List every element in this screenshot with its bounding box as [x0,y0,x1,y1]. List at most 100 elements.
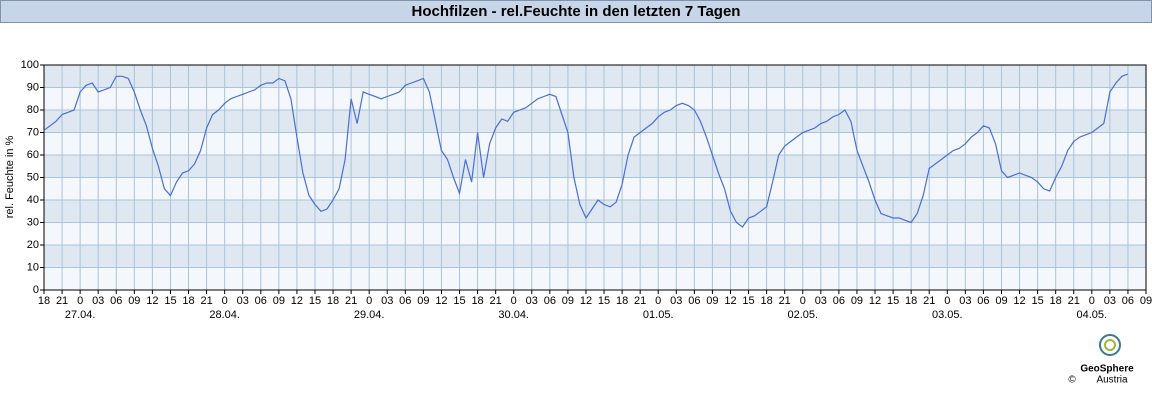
chart-title: Hochfilzen - rel.Feuchte in den letzten … [412,3,741,20]
grid-band [44,177,1146,200]
y-tick-label: 20 [27,239,39,251]
date-label: 04.05. [1077,309,1108,321]
date-label: 28.04. [209,309,240,321]
x-tick-label: 18 [760,295,772,307]
x-tick-label: 03 [815,295,827,307]
x-tick-label: 06 [110,295,122,307]
x-tick-label: 09 [1140,295,1152,307]
x-tick-label: 21 [923,295,935,307]
x-tick-label: 12 [1013,295,1025,307]
x-tick-label: 0 [655,295,661,307]
x-tick-label: 09 [562,295,574,307]
grid-band [44,110,1146,133]
x-tick-label: 03 [1104,295,1116,307]
date-label: 01.05. [643,309,674,321]
x-tick-label: 12 [435,295,447,307]
x-tick-label: 0 [511,295,517,307]
x-tick-label: 18 [1050,295,1062,307]
date-label: 30.04. [498,309,529,321]
x-tick-label: 03 [959,295,971,307]
x-tick-label: 15 [742,295,754,307]
x-tick-label: 06 [544,295,556,307]
logo-sub: Austria [1096,375,1128,386]
x-tick-label: 21 [200,295,212,307]
copyright: © [1068,375,1076,386]
x-tick-label: 21 [490,295,502,307]
x-tick-label: 21 [345,295,357,307]
grid-band [44,245,1146,268]
date-label: 27.04. [65,309,96,321]
y-tick-label: 30 [27,216,39,228]
y-tick-label: 60 [27,149,39,161]
grid-band [44,222,1146,245]
x-tick-label: 09 [851,295,863,307]
x-tick-label: 09 [995,295,1007,307]
x-tick-label: 15 [887,295,899,307]
x-tick-label: 03 [92,295,104,307]
x-tick-label: 03 [237,295,249,307]
x-tick-label: 03 [670,295,682,307]
x-tick-label: 21 [1068,295,1080,307]
x-tick-label: 0 [77,295,83,307]
x-tick-label: 18 [905,295,917,307]
grid-band [44,200,1146,223]
x-tick-label: 15 [1031,295,1043,307]
y-tick-label: 0 [33,284,39,296]
x-tick-label: 15 [453,295,465,307]
x-tick-label: 06 [833,295,845,307]
x-tick-label: 0 [944,295,950,307]
x-tick-label: 12 [291,295,303,307]
logo-text: GeoSphere [1080,364,1134,375]
x-tick-label: 18 [38,295,50,307]
x-tick-label: 12 [580,295,592,307]
x-tick-label: 15 [164,295,176,307]
y-tick-label: 40 [27,194,39,206]
x-tick-label: 18 [471,295,483,307]
x-tick-label: 18 [182,295,194,307]
x-tick-label: 18 [616,295,628,307]
data-line [43,73,1129,228]
logo [1099,334,1121,356]
plot-frame [43,64,1147,291]
x-tick-label: 09 [417,295,429,307]
x-tick-label: 15 [598,295,610,307]
x-tick-label: 09 [128,295,140,307]
x-tick-label: 06 [399,295,411,307]
grid-band [44,132,1146,155]
y-tick-label: 50 [27,171,39,183]
x-tick-label: 06 [255,295,267,307]
x-tick-label: 21 [634,295,646,307]
y-axis-label: rel. Feuchte in % [4,136,16,219]
date-label: 02.05. [787,309,818,321]
grid-band [44,65,1146,88]
grid-band [44,267,1146,290]
x-tick-label: 0 [800,295,806,307]
x-tick-label: 03 [526,295,538,307]
x-tick-label: 06 [1122,295,1134,307]
y-tick-label: 90 [27,81,39,93]
x-tick-label: 12 [869,295,881,307]
date-label: 03.05. [932,309,963,321]
date-label: 29.04. [354,309,385,321]
x-tick-label: 12 [724,295,736,307]
x-tick-label: 06 [688,295,700,307]
x-tick-label: 15 [309,295,321,307]
grid-band [44,155,1146,178]
y-tick-label: 10 [27,261,39,273]
grid-band [44,87,1146,110]
y-tick-label: 80 [27,104,39,116]
x-tick-label: 09 [706,295,718,307]
x-tick-label: 21 [779,295,791,307]
x-tick-label: 12 [146,295,158,307]
x-tick-label: 0 [366,295,372,307]
y-tick-label: 100 [21,59,39,71]
y-tick-label: 70 [27,126,39,138]
x-tick-label: 18 [327,295,339,307]
x-tick-label: 0 [1089,295,1095,307]
x-tick-label: 21 [56,295,68,307]
x-tick-label: 03 [381,295,393,307]
x-tick-label: 09 [273,295,285,307]
x-tick-label: 0 [222,295,228,307]
x-tick-label: 06 [977,295,989,307]
